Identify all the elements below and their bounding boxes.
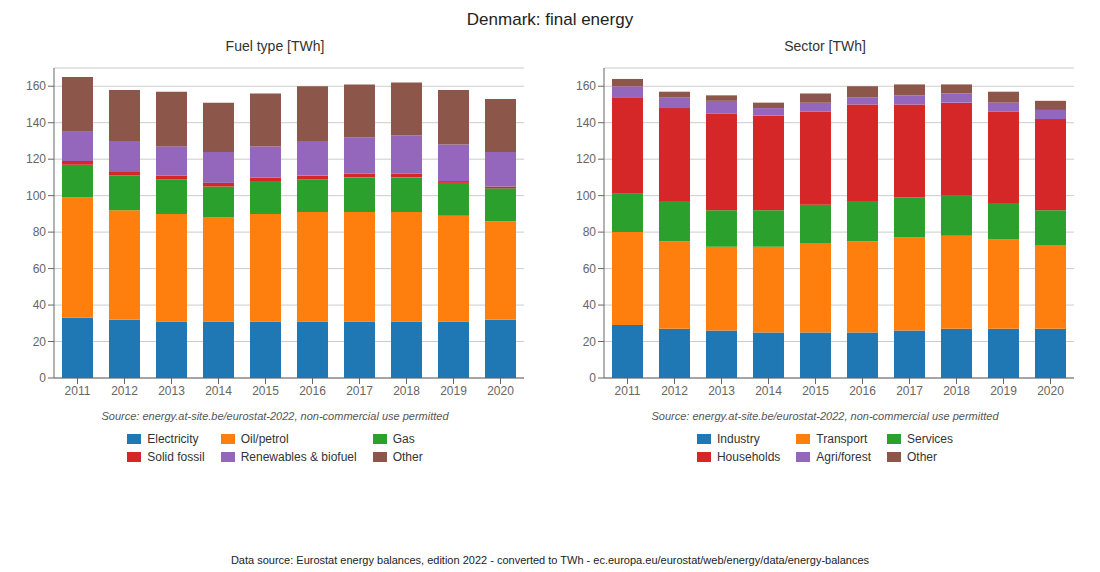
svg-text:2019: 2019 xyxy=(440,384,467,398)
svg-text:20: 20 xyxy=(583,335,597,349)
html-text:Other: Other xyxy=(907,450,937,464)
html-text:Electricity: Electricity xyxy=(147,432,199,446)
svg-text:2017: 2017 xyxy=(896,384,923,398)
svg-text:60: 60 xyxy=(33,262,47,276)
html-text:Other: Other xyxy=(392,450,423,464)
svg-text:2014: 2014 xyxy=(755,384,782,398)
html-text:Gas: Gas xyxy=(392,432,415,446)
svg-text:100: 100 xyxy=(576,189,596,203)
svg-text:2018: 2018 xyxy=(943,384,970,398)
html-text:Source: energy.at-site.be/euro: Source: energy.at-site.be/eurostat-2022,… xyxy=(101,410,449,422)
svg-text:2020: 2020 xyxy=(1037,384,1064,398)
svg-text:60: 60 xyxy=(583,262,597,276)
svg-text:80: 80 xyxy=(583,225,597,239)
html-text:Transport: Transport xyxy=(816,432,868,446)
svg-text:20: 20 xyxy=(33,335,47,349)
svg-text:2011: 2011 xyxy=(65,384,91,398)
svg-text:2011: 2011 xyxy=(615,384,641,398)
svg-text:2018: 2018 xyxy=(393,384,420,398)
html-text:Fuel type [TWh]: Fuel type [TWh] xyxy=(225,38,325,54)
svg-text:0: 0 xyxy=(589,371,596,385)
svg-text:2020: 2020 xyxy=(487,384,514,398)
svg-text:2015: 2015 xyxy=(252,384,279,398)
svg-text:2016: 2016 xyxy=(849,384,876,398)
html-text:Source: energy.at-site.be/euro: Source: energy.at-site.be/eurostat-2022,… xyxy=(651,410,999,422)
html-text:Sector [TWh]: Sector [TWh] xyxy=(784,38,866,54)
svg-text:0: 0 xyxy=(39,371,46,385)
svg-text:2013: 2013 xyxy=(708,384,735,398)
svg-text:120: 120 xyxy=(576,152,596,166)
svg-text:160: 160 xyxy=(26,79,46,93)
html-text:Agri/forest: Agri/forest xyxy=(816,450,871,464)
html-text:Services: Services xyxy=(907,432,953,446)
html-text:Data source: Eurostat energy b: Data source: Eurostat energy balances, e… xyxy=(230,554,870,566)
html-text:Solid fossil: Solid fossil xyxy=(147,450,205,464)
svg-text:2019: 2019 xyxy=(990,384,1017,398)
svg-text:120: 120 xyxy=(26,152,46,166)
svg-text:160: 160 xyxy=(576,79,596,93)
html-text:Renewables & biofuel: Renewables & biofuel xyxy=(240,450,357,464)
svg-text:100: 100 xyxy=(26,189,46,203)
svg-text:40: 40 xyxy=(583,298,597,312)
html-text:Denmark: final energy: Denmark: final energy xyxy=(466,10,634,29)
svg-text:2015: 2015 xyxy=(802,384,829,398)
svg-text:140: 140 xyxy=(26,116,46,130)
html-text:Industry: Industry xyxy=(717,432,760,446)
svg-text:2013: 2013 xyxy=(158,384,185,398)
svg-text:2016: 2016 xyxy=(299,384,326,398)
svg-text:140: 140 xyxy=(576,116,596,130)
html-text:Oil/petrol: Oil/petrol xyxy=(240,432,289,446)
svg-text:2012: 2012 xyxy=(111,384,138,398)
html-text:Households: Households xyxy=(717,450,781,464)
svg-text:40: 40 xyxy=(33,298,47,312)
svg-text:2012: 2012 xyxy=(661,384,688,398)
svg-text:2014: 2014 xyxy=(205,384,232,398)
svg-text:80: 80 xyxy=(33,225,47,239)
svg-text:2017: 2017 xyxy=(346,384,373,398)
